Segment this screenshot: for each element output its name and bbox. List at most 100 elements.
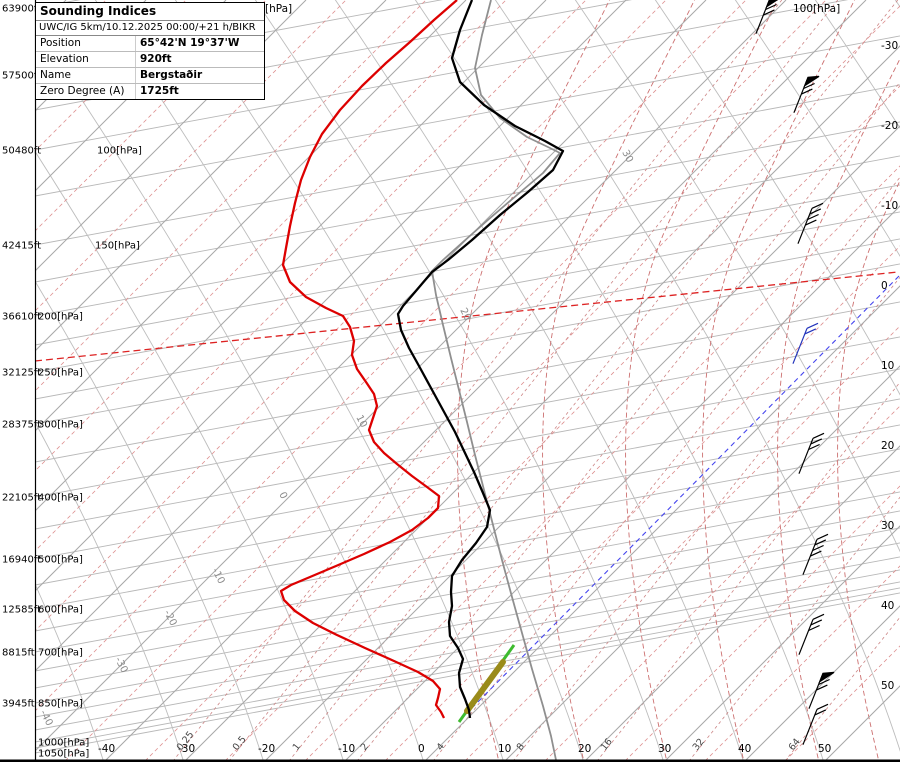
- bottom-temperature-label: 30: [658, 743, 671, 755]
- isotherm-line: [35, 0, 587, 552]
- altitude-ft-label: 63900ft: [2, 4, 41, 15]
- dry-adiabat-line: [35, 582, 104, 761]
- wind-barbs-group: [755, 0, 835, 745]
- info-row-zero-degree: Zero Degree (A) 1725ft: [36, 84, 264, 99]
- moist-adiabat-line: [542, 0, 696, 761]
- isotherm-line: [664, 525, 900, 761]
- isotherm-line: [504, 365, 900, 761]
- isotherm-line: [35, 0, 787, 752]
- altitude-ft-label: 8815ft: [2, 648, 35, 659]
- isobar-line: [35, 184, 900, 346]
- adiabat-inline-label: 0: [276, 490, 289, 501]
- mixing-ratio-line: [784, 616, 900, 761]
- isotherm-line: [584, 445, 900, 761]
- isobar-line: [35, 35, 900, 197]
- isobar-line: [35, 510, 900, 672]
- isotherm-line: [35, 0, 347, 312]
- moist-adiabat-line: [457, 0, 611, 761]
- adiabat-inline-label: 10: [353, 413, 369, 429]
- moist-adiabat-line: [777, 57, 900, 761]
- pressure-hpa-label: 100[hPa]: [97, 146, 142, 157]
- altitude-ft-label: 32125ft: [2, 368, 41, 379]
- wind-barb-icon: [798, 432, 825, 474]
- right-temperature-label: 30: [881, 520, 894, 532]
- moist-adiabat-line: [625, 0, 779, 761]
- panel-title: Sounding Indices: [36, 3, 264, 21]
- parcel-curve: [431, 0, 561, 761]
- isotherm-line: [144, 5, 900, 761]
- altitude-ft-label: 50480ft: [2, 146, 41, 157]
- bottom-temperature-label: 20: [578, 743, 591, 755]
- isotherm-line: [35, 0, 547, 512]
- isotherm-line: [35, 0, 627, 592]
- bottom-temperature-label: -20: [258, 743, 275, 755]
- isobar-line: [35, 556, 900, 718]
- dry-adiabat-line: [35, 421, 184, 761]
- isobar-line: [35, 491, 900, 653]
- dewpoint-curve: [279, 0, 458, 719]
- altitude-ft-label: 16940ft: [2, 555, 41, 566]
- isotherm-line: [35, 0, 267, 232]
- dry-adiabat-line: [35, 280, 264, 761]
- mixing-ratio-line: [172, 0, 783, 761]
- name-value: Bergstaðir: [140, 69, 203, 81]
- isobar-line: [35, 527, 900, 689]
- isotherm-line: [35, 0, 507, 472]
- isobar-line: [35, 581, 900, 743]
- right-temperature-label: 40: [881, 600, 894, 612]
- name-label: Name: [36, 68, 136, 83]
- wind-barb-icon: [798, 613, 825, 655]
- altitude-ft-label: 28375ft: [2, 420, 41, 431]
- isobar-line: [35, 84, 900, 246]
- bottom-temperature-label: -30: [178, 743, 195, 755]
- wind-barb-icon: [797, 202, 824, 244]
- isobar-line: [35, 448, 900, 610]
- tropopause-line: [34, 271, 899, 362]
- adiabat-inline-label: 30: [619, 148, 635, 164]
- isobar-line: [35, 263, 900, 425]
- pressure-hpa-label: 150[hPa]: [95, 241, 140, 252]
- isotherm-line: [344, 205, 900, 761]
- model-run-info: UWC/IG 5km/10.12.2025 00:00/+21 h/BIKR: [36, 21, 264, 36]
- isotherm-line: [35, 0, 707, 672]
- isotherm-line: [224, 85, 900, 761]
- info-row-elevation: Elevation 920ft: [36, 52, 264, 68]
- isotherm-line: [35, 0, 307, 272]
- adiabat-inline-label: 20: [457, 306, 473, 322]
- top-pressure-label: 100[hPa]: [793, 3, 840, 15]
- temperature-curve: [396, 0, 565, 719]
- right-temperature-label: 0: [881, 280, 888, 292]
- right-temperature-label: -20: [881, 120, 898, 132]
- altitude-ft-label: 12585ft: [2, 605, 41, 616]
- mixing-ratio-label: 2: [359, 741, 371, 753]
- pressure-hpa-label: 200[hPa]: [38, 312, 83, 323]
- isotherm-line: [35, 0, 667, 632]
- mixing-ratio-line: [512, 276, 900, 761]
- isobar-line: [35, 569, 900, 731]
- isobar-line: [35, 0, 849, 151]
- altitude-ft-label: 22105ft: [2, 493, 41, 504]
- pressure-hpa-label: 600[hPa]: [38, 605, 83, 616]
- elevation-value: 920ft: [140, 53, 172, 65]
- isotherm-line: [744, 605, 900, 761]
- isobar-line: [35, 336, 900, 498]
- pressure-hpa-label: 400[hPa]: [38, 493, 83, 504]
- pressure-hpa-label: 300[hPa]: [38, 420, 83, 431]
- isobar-line: [35, 542, 900, 704]
- bottom-temperature-label: 10: [498, 743, 511, 755]
- moist-adiabat-line: [702, 0, 856, 761]
- elevation-label: Elevation: [36, 52, 136, 67]
- isobar-line: [35, 368, 900, 530]
- altitude-ft-label: 42415ft: [2, 241, 41, 252]
- wind-barb-icon: [802, 703, 829, 745]
- wind-barb-icon: [808, 671, 835, 709]
- isobar-line: [35, 470, 900, 632]
- pressure-hpa-label: 700[hPa]: [38, 648, 83, 659]
- isotherm-line: [64, 0, 827, 761]
- isobar-line: [35, 155, 900, 317]
- wind-barb-icon: [755, 0, 779, 34]
- isotherm-line: [35, 0, 427, 392]
